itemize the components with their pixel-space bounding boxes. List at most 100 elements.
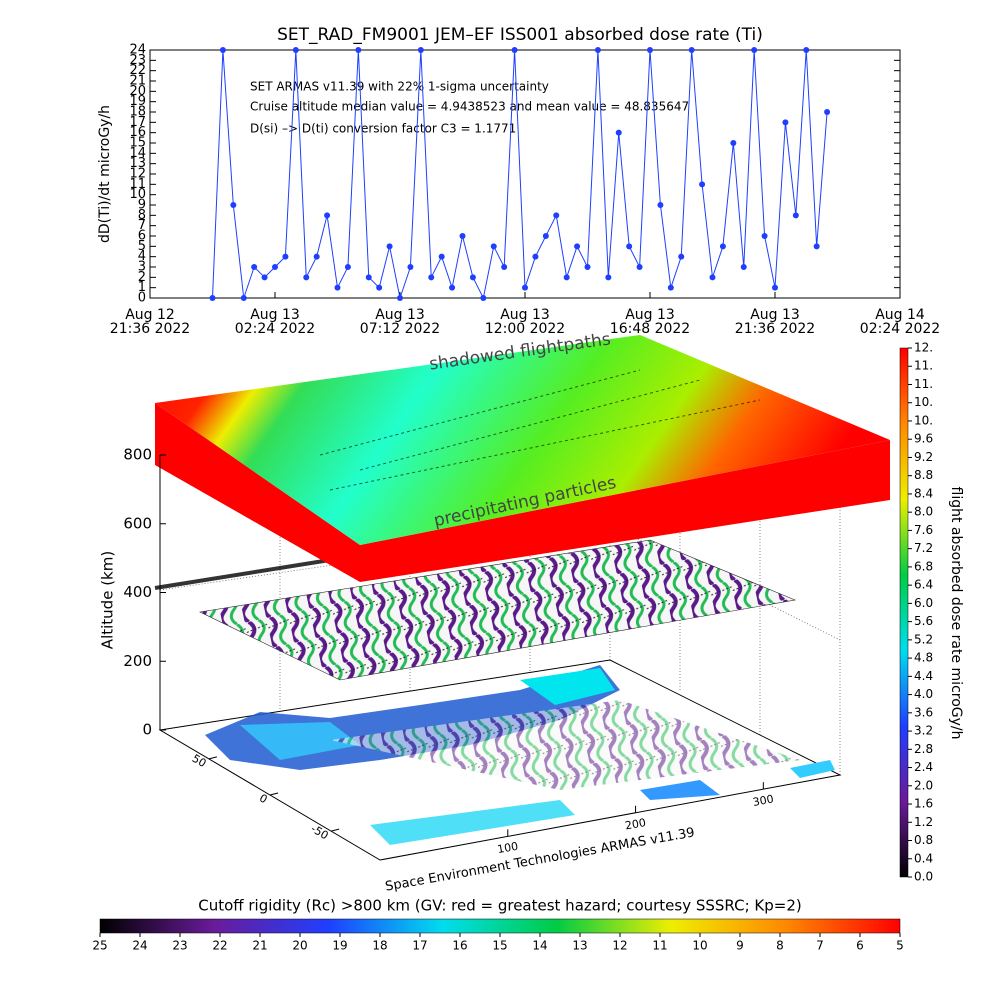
x-tick-label: Aug 13 21:36 2022 <box>734 307 816 337</box>
data-point <box>667 284 674 291</box>
y-tick-label: 15 <box>129 136 146 151</box>
z-tick-label: 200 <box>123 652 152 670</box>
y-tick-label: 9 <box>138 198 146 213</box>
data-point <box>407 264 414 270</box>
y-tick-label: 8 <box>138 208 146 223</box>
x-tick-label: Aug 14 02:24 2022 <box>859 307 941 337</box>
colorbar-tick-label: 10 <box>692 939 707 953</box>
data-point <box>386 243 393 250</box>
data-point <box>511 47 518 53</box>
y-tick-label: 0 <box>138 291 146 306</box>
y-tick-label: 12 <box>129 167 146 182</box>
y-tick-label: 24 <box>129 43 146 58</box>
data-point <box>688 47 695 53</box>
data-point <box>542 233 549 239</box>
colorbar-tick-label: 8 <box>776 939 784 953</box>
data-point <box>636 264 643 270</box>
colorbar-label: flight absorbed dose rate microGy/h <box>948 487 964 740</box>
colorbar <box>899 347 909 878</box>
y-tick-label: 18 <box>129 105 146 120</box>
colorbar-tick-label: 7.6 <box>914 523 933 537</box>
z-tick-label: 400 <box>123 583 152 601</box>
data-point <box>438 253 445 260</box>
colorbar-tick-label: 7.2 <box>914 541 933 555</box>
colorbar-tick-label: 2.0 <box>914 778 933 792</box>
colorbar-tick-label: 0.8 <box>914 833 933 847</box>
colorbar-tick-label: 9.2 <box>914 450 933 464</box>
colorbar-tick-label: 23 <box>172 939 187 953</box>
data-point <box>230 202 237 208</box>
data-point <box>782 119 789 126</box>
data-point <box>772 284 778 291</box>
data-point <box>813 243 820 250</box>
y-tick-label: 14 <box>129 146 146 161</box>
colorbar-tick-label: 2.8 <box>914 742 933 756</box>
y-tick-label: 23 <box>129 53 146 68</box>
data-point <box>209 295 216 301</box>
data-point <box>501 264 508 270</box>
y-tick-label: 19 <box>129 94 146 109</box>
data-point <box>824 109 831 115</box>
data-point <box>657 202 664 208</box>
y-tick-label: 1 <box>138 280 146 295</box>
z-tick-label: 600 <box>123 514 152 532</box>
flight-band <box>199 539 797 681</box>
x-tick-label: Aug 13 07:12 2022 <box>359 307 441 337</box>
colorbar-tick-label: 9.6 <box>914 432 933 446</box>
y-tick-label: 21 <box>129 74 146 89</box>
y-tick-label: 4 <box>138 249 146 264</box>
x-tick-label: Aug 12 21:36 2022 <box>109 307 191 337</box>
orbit-lines <box>154 558 331 590</box>
colorbar-tick-label: 8.0 <box>914 505 933 519</box>
map <box>205 665 835 845</box>
data-point <box>522 284 528 291</box>
y-tick-label: 16 <box>129 125 146 140</box>
data-point <box>324 212 331 219</box>
data-point <box>615 129 622 136</box>
colorbar-tick-label: 14 <box>532 939 547 953</box>
colorbar-tick-label: 22 <box>212 939 227 953</box>
y-tick-label: 5 <box>138 239 146 254</box>
colorbar-tick-label: 9 <box>736 939 744 953</box>
y-tick-label: 3 <box>138 260 146 275</box>
data-point <box>282 253 289 260</box>
colorbar-tick-label: 8.8 <box>914 468 933 482</box>
data-point <box>428 274 435 281</box>
x-tick-label: Aug 13 02:24 2022 <box>234 307 316 337</box>
data-point <box>376 284 383 291</box>
colorbar-tick-label: 4.4 <box>914 669 933 683</box>
data-point <box>449 284 456 291</box>
colorbar-tick-label: 6.8 <box>914 559 933 573</box>
colorbar-tick-label: 1.2 <box>914 815 933 829</box>
data-point <box>647 47 653 53</box>
lat-tick <box>269 792 279 796</box>
y-tick-label: 11 <box>129 177 146 192</box>
colorbar-title: Cutoff rigidity (Rc) >800 km (GV: red = … <box>198 897 801 915</box>
data-point <box>261 274 268 281</box>
colorbar-tick-label: 6 <box>856 939 864 953</box>
y-axis-label: dD(Ti)/dt microGy/h <box>97 105 113 243</box>
data-point <box>303 274 310 281</box>
colorbar-tick-label: 6.0 <box>914 596 933 610</box>
lat-tick <box>330 828 340 832</box>
x-tick-label: Aug 13 12:00 2022 <box>484 307 566 337</box>
colorbar-tick-label: 10. <box>914 395 933 409</box>
colorbar-tick-label: 0.4 <box>914 851 933 865</box>
colorbar-tick-label: 5 <box>896 939 904 953</box>
colorbar-tick-label: 11. <box>914 377 933 391</box>
lon-tick-label: 300 <box>752 792 775 808</box>
data-point <box>344 264 351 270</box>
colorbar-tick-label: 15 <box>492 939 507 953</box>
colorbar-tick-label: 5.6 <box>914 614 933 628</box>
y-tick-label: 17 <box>129 115 146 130</box>
colorbar-tick-label: 10. <box>914 413 933 427</box>
z-axis-label: Altitude (km) <box>99 551 117 649</box>
data-point <box>699 181 706 188</box>
colorbar-tick-label: 17 <box>412 939 427 953</box>
data-point <box>803 47 810 53</box>
data-point <box>792 212 799 219</box>
y-tick-label: 7 <box>138 218 146 233</box>
chart-title: SET_RAD_FM9001 JEM–EF ISS001 absorbed do… <box>277 25 763 45</box>
